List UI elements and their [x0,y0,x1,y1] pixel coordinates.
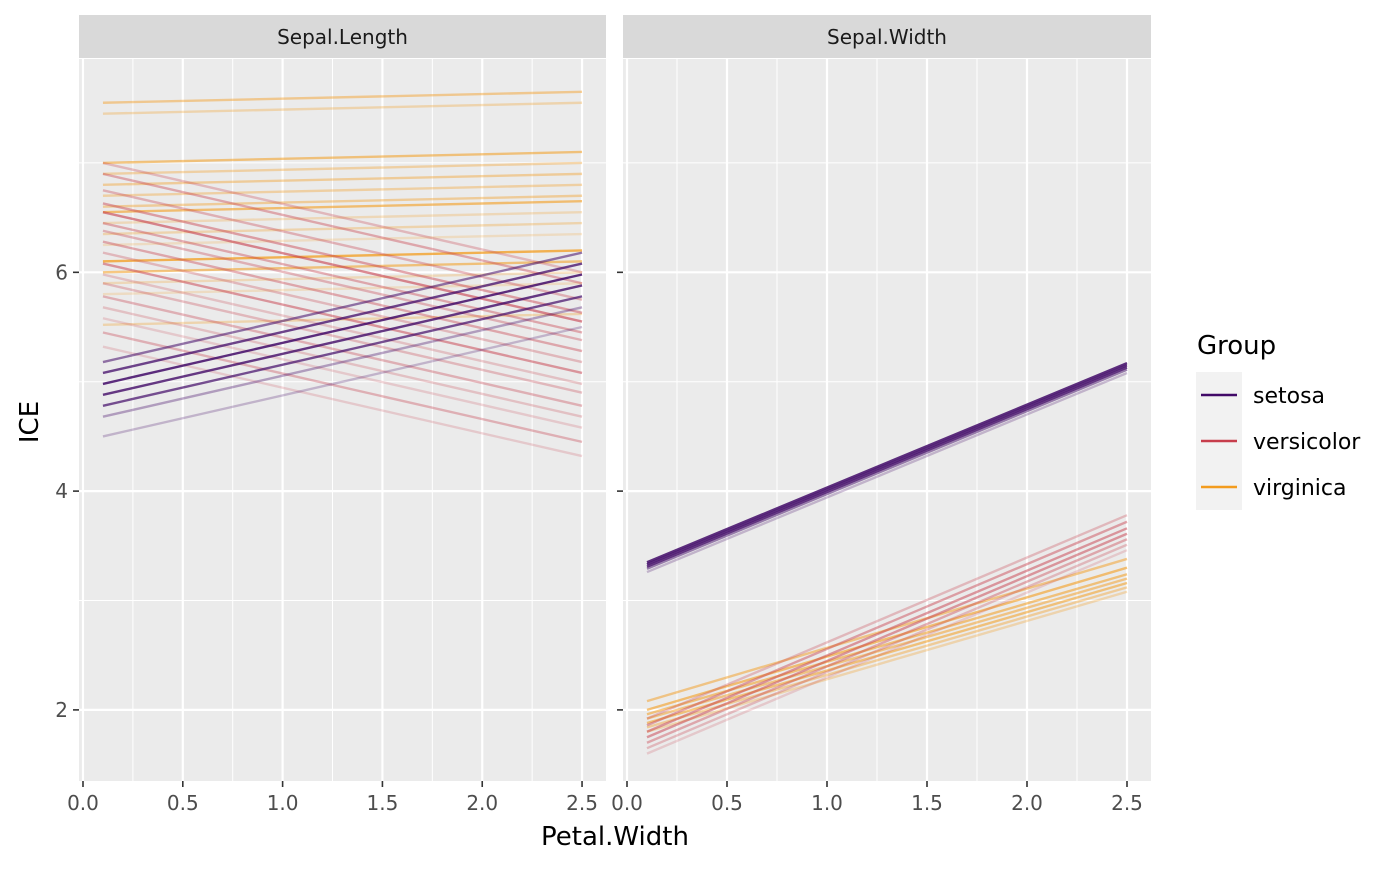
ice-line-virginica [102,183,583,197]
ice-line-virginica [102,210,583,225]
x-tick-label: 1.5 [367,791,399,815]
ice-line-setosa [102,295,583,407]
x-tick-label: 2.0 [1011,791,1043,815]
ice-line-virginica [102,172,583,187]
ice-lines [102,90,583,458]
ice-line-versicolor [646,543,1128,750]
ice-line-virginica [102,232,583,247]
ice-line-versicolor [102,240,583,353]
ice-line-virginica [646,566,1128,712]
ice-line-setosa [102,325,583,438]
ice-line-virginica [102,221,583,236]
legend-item-setosa: setosa [1196,372,1325,418]
ice-line-versicolor [646,527,1128,733]
ice-line-setosa [646,368,1128,570]
ice-line-versicolor [646,514,1128,720]
ice-line-setosa [102,306,583,418]
ice-line-versicolor [102,282,583,394]
ice-line-versicolor [646,538,1128,744]
ice-line-versicolor [102,306,583,418]
ice-line-setosa [102,251,583,364]
panels-layer: Sepal.Length 0.0 0.5 1.0 1.5 2.0 2.5 2 4 6 Sepal.W… [55,15,1151,815]
ice-line-setosa [646,364,1128,566]
legend-title: Group [1197,331,1276,361]
x-tick-label: 0.0 [67,791,99,815]
panel-background [623,59,1151,781]
ice-line-virginica [102,101,583,115]
legend-item-virginica: virginica [1196,464,1347,510]
facet-panel-2: Sepal.Width 0.0 0.5 1.0 1.5 2.0 2.5 [611,15,1151,815]
x-tick-label: 2.5 [566,791,598,815]
ice-line-virginica [102,200,583,214]
ice-line-setosa [646,362,1128,564]
facet-strip [79,15,606,58]
legend-label: versicolor [1253,430,1361,455]
x-tick-label: 2.0 [466,791,498,815]
facet-strip-label: Sepal.Length [277,25,408,49]
facet-strip-label: Sepal.Width [827,25,947,49]
legend: Group setosa versicolor virginica [1196,331,1361,510]
ice-line-virginica [102,161,583,176]
x-tick-label: 0.5 [711,791,743,815]
ice-line-versicolor [102,317,583,429]
x-axis-label: Petal.Width [541,822,689,852]
x-tick-label: 1.0 [267,791,299,815]
legend-label: virginica [1253,476,1347,501]
ice-line-versicolor [646,532,1128,739]
ice-line-virginica [102,194,583,208]
ice-line-versicolor [646,520,1128,727]
ice-line-setosa [646,371,1128,574]
x-tick-label: 0.0 [611,791,643,815]
ice-line-versicolor [102,161,583,274]
x-tick-label: 0.5 [167,791,199,815]
ice-line-virginica [646,577,1128,720]
x-tick-label: 2.5 [1111,791,1143,815]
ice-line-virginica [646,581,1128,725]
ice-line-virginica [102,249,583,263]
legend-label: setosa [1253,384,1325,409]
ice-line-virginica [102,282,583,296]
ice-line-virginica [102,150,583,165]
ice-line-setosa [102,284,583,397]
ice-line-setosa [102,273,583,386]
y-tick-label: 4 [55,479,68,503]
facet-strip [623,15,1151,58]
ice-line-setosa [646,366,1128,568]
y-tick-label: 2 [55,698,68,722]
ice-line-versicolor [646,549,1128,755]
x-tick-label: 1.5 [911,791,943,815]
ice-line-versicolor [102,202,583,314]
ice-line-setosa [102,262,583,375]
ice-line-virginica [646,590,1128,733]
y-tick-label: 6 [55,260,68,284]
ice-line-virginica [646,573,1128,716]
ice-line-versicolor [102,229,583,342]
y-axis-label: ICE [15,401,45,443]
legend-item-versicolor: versicolor [1196,418,1361,464]
x-tick-label: 1.0 [811,791,843,815]
ice-line-versicolor [102,172,583,285]
facet-panel-1: Sepal.Length 0.0 0.5 1.0 1.5 2.0 2.5 2 4 6 [55,15,606,815]
ice-line-versicolor [102,331,583,444]
panel-background [79,59,606,781]
ice-line-virginica [102,90,583,104]
ice-lines [646,362,1128,755]
